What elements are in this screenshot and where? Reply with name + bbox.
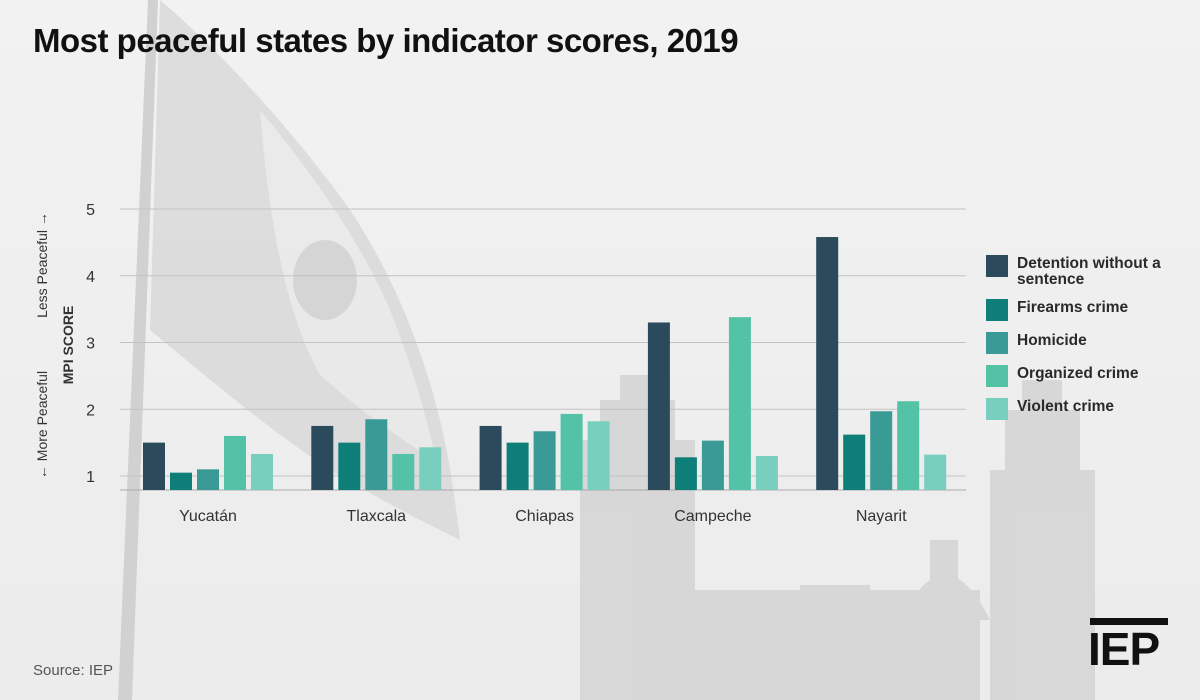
- bar-3-1: [674, 457, 697, 490]
- bar-4-2: [870, 411, 893, 490]
- legend-item: Homicide: [986, 332, 1186, 354]
- bar-3-3: [728, 317, 751, 490]
- bar-2-3: [560, 413, 583, 490]
- iep-logo: IEP: [1088, 618, 1168, 676]
- bar-1-1: [338, 442, 361, 490]
- bar-2-2: [533, 431, 556, 490]
- bar-3-0: [647, 322, 670, 490]
- bar-4-3: [897, 401, 920, 490]
- flagpole: [118, 0, 158, 700]
- y-tick-label: 4: [86, 269, 95, 286]
- legend-label: Homicide: [1017, 332, 1087, 349]
- x-tick-label: Yucatán: [179, 508, 237, 525]
- legend-item: Violent crime: [986, 398, 1186, 420]
- legend-swatch: [986, 332, 1008, 354]
- bar-1-3: [392, 453, 415, 490]
- bar-0-1: [170, 472, 192, 490]
- y-tick-label: 2: [86, 402, 95, 419]
- y-tick-label: 5: [86, 202, 95, 219]
- bar-1-2: [365, 419, 388, 490]
- chart-title: Most peaceful states by indicator scores…: [33, 22, 739, 59]
- y-tick-label: 1: [86, 469, 95, 486]
- bar-2-4: [587, 421, 610, 490]
- bar-0-3: [224, 435, 246, 490]
- y-tick-label: 3: [86, 336, 95, 353]
- legend-swatch: [986, 299, 1008, 321]
- x-tick-label: Chiapas: [515, 508, 574, 525]
- x-tick-label: Nayarit: [856, 508, 907, 525]
- bar-4-1: [843, 434, 866, 490]
- cathedral-silhouette: [580, 375, 1095, 700]
- legend-item: Organized crime: [986, 365, 1186, 387]
- bar-0-4: [251, 453, 273, 490]
- y-axis-less-peaceful: Less Peaceful →: [34, 212, 50, 318]
- legend-item: Detention without a sentence: [986, 255, 1186, 288]
- bar-0-2: [197, 469, 219, 490]
- bar-4-4: [924, 454, 947, 490]
- logo-bar: [1090, 618, 1168, 625]
- bar-3-2: [701, 440, 724, 490]
- bar-0-0: [143, 442, 165, 490]
- y-axis-more-peaceful: ← More Peaceful: [34, 371, 50, 479]
- chart-legend: Detention without a sentence Firearms cri…: [986, 255, 1186, 431]
- legend-label: Organized crime: [1017, 365, 1139, 382]
- legend-swatch: [986, 365, 1008, 387]
- bar-2-1: [506, 442, 529, 490]
- legend-swatch: [986, 255, 1008, 277]
- bar-3-4: [755, 455, 778, 490]
- legend-item: Firearms crime: [986, 299, 1186, 321]
- x-tick-label: Tlaxcala: [347, 508, 407, 525]
- legend-label: Violent crime: [1017, 398, 1115, 415]
- legend-label: Detention without a sentence: [1017, 255, 1161, 288]
- x-tick-label: Campeche: [674, 508, 751, 525]
- y-axis-title: MPI SCORE: [60, 306, 76, 385]
- logo-text: IEP: [1088, 623, 1160, 675]
- bar-1-0: [311, 425, 334, 490]
- bar-1-4: [419, 447, 442, 490]
- source-note: Source: IEP: [33, 662, 114, 679]
- legend-label: Firearms crime: [1017, 299, 1129, 316]
- bar-4-0: [816, 237, 839, 490]
- bar-2-0: [479, 425, 502, 490]
- legend-swatch: [986, 398, 1008, 420]
